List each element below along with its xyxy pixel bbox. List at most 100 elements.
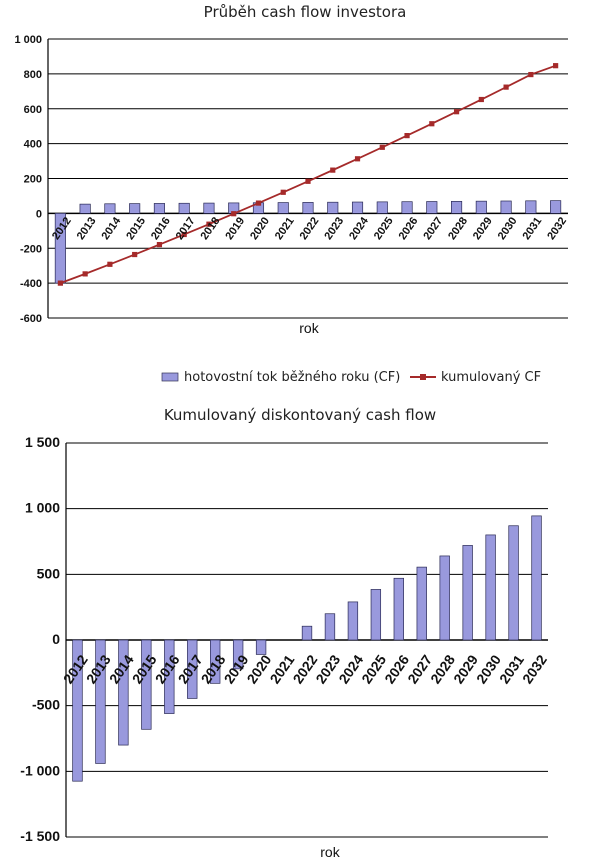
bar-2016 <box>164 639 175 714</box>
x-tick-label: 2021 <box>266 652 297 687</box>
y-tick-label: -1 000 <box>20 762 60 778</box>
bar-2025 <box>370 589 382 641</box>
chart2-title: Kumulovaný diskontovaný cash flow <box>164 406 436 424</box>
x-tick-label: 2031 <box>520 215 544 242</box>
bar-2032 <box>550 200 562 214</box>
x-tick-label: 2025 <box>372 215 396 242</box>
chart2-x-axis-label: rok <box>320 844 340 860</box>
line-point-2022 <box>305 178 311 184</box>
bar-2014 <box>104 203 116 214</box>
bar-2025 <box>376 201 388 214</box>
y-tick-label: 0 <box>36 208 42 220</box>
bar-2029 <box>462 545 473 641</box>
x-tick-label: 2025 <box>358 652 389 687</box>
y-tick-label: 1 500 <box>25 434 60 450</box>
x-tick-label: 2030 <box>473 652 504 687</box>
bar-2031 <box>508 525 519 641</box>
bar-2026 <box>393 577 404 641</box>
x-tick-label: 2020 <box>244 652 275 687</box>
legend-line-marker <box>420 374 426 380</box>
y-tick-label: -500 <box>32 697 60 713</box>
x-tick-label: 2016 <box>152 652 183 687</box>
x-tick-label: 2029 <box>450 652 481 687</box>
line-point-2018 <box>206 221 212 227</box>
x-tick-label: 2023 <box>322 215 346 242</box>
x-tick-label: 2016 <box>149 215 173 242</box>
line-point-2015 <box>132 251 138 258</box>
bar-2016 <box>153 203 165 214</box>
y-tick-label: 200 <box>24 174 42 186</box>
legend-bar-label: hotovostní tok běžného roku (CF) <box>184 370 400 385</box>
x-tick-label: 2023 <box>312 652 343 687</box>
bar-2012 <box>72 639 83 782</box>
bar-2031 <box>525 200 537 214</box>
bar-2019 <box>232 639 244 670</box>
x-tick-label: 2012 <box>60 652 91 687</box>
bar-2027 <box>416 566 427 641</box>
x-tick-label: 2026 <box>397 215 421 242</box>
bar-2028 <box>439 555 450 641</box>
x-tick-label: 2018 <box>198 652 229 687</box>
x-tick-label: 2019 <box>221 652 252 687</box>
x-tick-label: 2019 <box>223 215 247 242</box>
x-tick-label: 2028 <box>427 652 458 687</box>
x-tick-label: 2022 <box>289 652 320 687</box>
x-tick-label: 2031 <box>496 652 527 687</box>
line-point-2017 <box>181 231 187 238</box>
bar-2024 <box>351 201 364 214</box>
chart1-legend: hotovostní tok běžného roku (CF) kumulov… <box>161 370 541 385</box>
y-tick-label: -200 <box>20 243 42 255</box>
y-tick-label: 0 <box>52 631 60 647</box>
x-tick-label: 2020 <box>248 215 272 242</box>
bar-2032 <box>531 515 542 641</box>
bar-2018 <box>203 202 215 214</box>
x-tick-label: 2012 <box>50 215 74 242</box>
bar-2020 <box>255 639 267 655</box>
x-tick-label: 2014 <box>100 214 124 242</box>
x-tick-label: 2022 <box>298 215 322 242</box>
line-point-2026 <box>404 133 410 139</box>
line-point-2024 <box>354 156 361 162</box>
bar-2017 <box>187 639 198 699</box>
line-point-2016 <box>156 241 163 248</box>
bar-2014 <box>118 639 129 746</box>
line-point-2031 <box>528 71 534 78</box>
line-point-2013 <box>82 271 88 277</box>
y-tick-label: -1 500 <box>20 828 60 844</box>
x-tick-label: 2013 <box>75 215 99 242</box>
x-tick-label: 2029 <box>471 215 495 242</box>
line-point-2029 <box>478 96 484 103</box>
y-tick-label: 1 000 <box>25 500 60 516</box>
line-point-2028 <box>453 109 460 115</box>
cash-flow-investor-chart: Průběh cash flow investora 1 000 800 600 40… <box>14 3 569 385</box>
bar-2028 <box>451 200 463 214</box>
line-point-2019 <box>231 211 237 217</box>
bar-2030 <box>485 534 496 641</box>
line-point-2014 <box>107 261 113 267</box>
bar-2015 <box>129 203 141 214</box>
bar-2023 <box>324 613 336 641</box>
discounted-cash-flow-chart: Kumulovaný diskontovaný cash flow 1 500 1… <box>20 406 550 860</box>
y-tick-label: 1 000 <box>14 34 42 46</box>
x-tick-label: 2021 <box>273 215 297 242</box>
x-tick-label: 2032 <box>519 652 550 687</box>
line-point-2027 <box>429 121 435 127</box>
line-point-2020 <box>255 200 262 206</box>
bar-2013 <box>95 639 106 764</box>
y-tick-label: 500 <box>37 565 61 581</box>
x-tick-label: 2030 <box>496 215 520 242</box>
bar-2017 <box>178 202 190 214</box>
x-tick-label: 2027 <box>421 215 445 242</box>
bar-2030 <box>500 200 512 214</box>
bar-2026 <box>401 201 413 214</box>
line-point-2021 <box>280 189 286 195</box>
bar-2021 <box>277 202 289 214</box>
bar-2022 <box>302 202 314 214</box>
x-tick-label: 2015 <box>124 215 148 242</box>
y-tick-label: 400 <box>24 139 42 151</box>
x-tick-label: 2013 <box>83 652 114 687</box>
line-point-2025 <box>379 144 385 150</box>
bar-2029 <box>475 200 487 214</box>
x-tick-label: 2032 <box>545 215 569 242</box>
